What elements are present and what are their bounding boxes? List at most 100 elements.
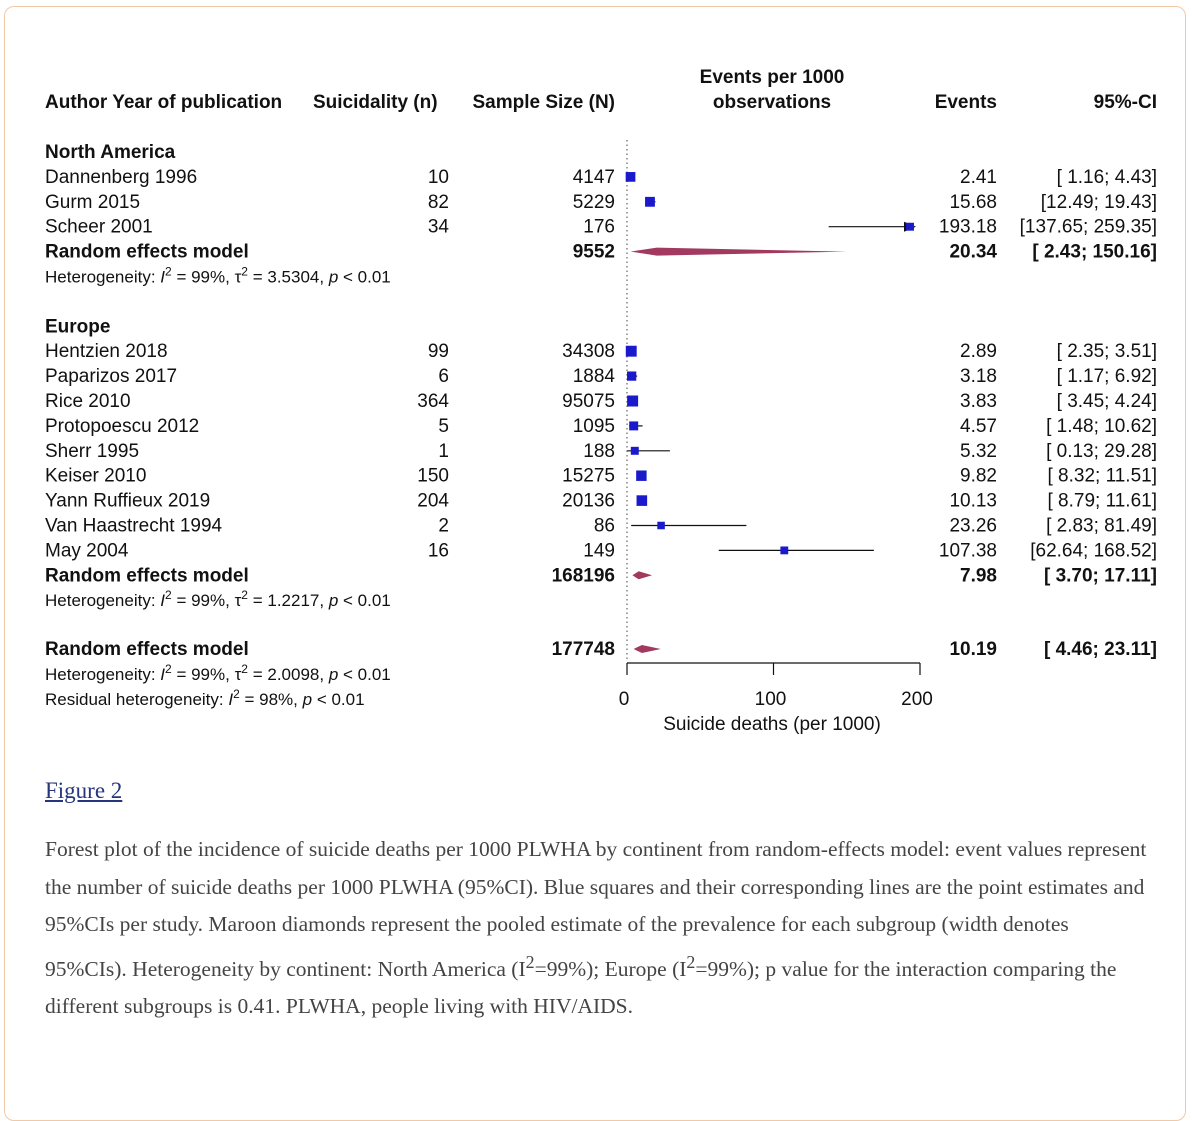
group-europe-study-9-point xyxy=(780,546,789,555)
group-north-america-study-2-ci: [12.49; 19.43] xyxy=(1041,192,1157,213)
group-europe-study-2-n: 6 xyxy=(438,366,449,387)
overall-pooled-label: Random effects model xyxy=(45,639,249,660)
group-europe-study-2-label: Paparizos 2017 xyxy=(45,366,177,387)
group-europe-study-4-point xyxy=(629,421,639,431)
group-europe-study-7-events: 10.13 xyxy=(949,491,997,512)
overall-pooled-sample-size: 177748 xyxy=(552,639,615,660)
group-north-america-heterogeneity: Heterogeneity: I2 = 99%, τ2 = 3.5304, p … xyxy=(45,265,391,287)
overall-heterogeneity: Heterogeneity: I2 = 99%, τ2 = 2.0098, p … xyxy=(45,662,391,684)
group-europe-study-1-ci: [ 2.35; 3.51] xyxy=(1057,341,1157,362)
group-north-america-pooled-ci: [ 2.43; 150.16] xyxy=(1032,242,1157,263)
group-europe-study-5-point xyxy=(630,446,639,455)
group-europe-study-2-point xyxy=(627,371,637,381)
group-north-america-study-2-events: 15.68 xyxy=(949,192,997,213)
header-sample-size: Sample Size (N) xyxy=(472,92,615,113)
group-europe-study-8-sample-size: 86 xyxy=(594,516,615,537)
group-europe-study-7-label: Yann Ruffieux 2019 xyxy=(45,491,210,512)
group-europe-study-8-ci: [ 2.83; 81.49] xyxy=(1046,516,1157,537)
figure-card xyxy=(4,6,1186,1121)
group-europe-study-1-sample-size: 34308 xyxy=(562,341,615,362)
group-north-america-study-1-sample-size: 4147 xyxy=(573,167,615,188)
group-europe-study-5-n: 1 xyxy=(438,441,449,462)
group-europe-pooled-sample-size: 168196 xyxy=(552,565,615,586)
group-north-america-pooled-events: 20.34 xyxy=(949,242,997,263)
group-europe-study-1-n: 99 xyxy=(428,341,449,362)
group-europe-study-5-label: Sherr 1995 xyxy=(45,441,139,462)
group-europe-study-3-point xyxy=(627,395,639,407)
group-europe-study-3-label: Rice 2010 xyxy=(45,391,131,412)
group-north-america-pooled-diamond xyxy=(630,247,847,256)
group-europe-study-8-events: 23.26 xyxy=(949,516,997,537)
caption-text-1: Forest plot of the incidence of suicide … xyxy=(45,837,1147,981)
group-europe-study-4-ci: [ 1.48; 10.62] xyxy=(1046,416,1157,437)
group-europe-study-5-events: 5.32 xyxy=(960,441,997,462)
group-europe-study-9-n: 16 xyxy=(428,540,449,561)
group-europe-study-6-n: 150 xyxy=(417,466,449,487)
x-axis-label: Suicide deaths (per 1000) xyxy=(663,714,881,735)
group-north-america-study-1-n: 10 xyxy=(428,167,449,188)
group-north-america-pooled-label: Random effects model xyxy=(45,242,249,263)
header-observations: observations xyxy=(713,92,831,113)
group-europe-study-9-sample-size: 149 xyxy=(583,540,615,561)
group-north-america-study-1-events: 2.41 xyxy=(960,167,997,188)
group-north-america-study-2-point xyxy=(645,196,655,207)
caption-text-3: =99%); p value for the interaction compa… xyxy=(45,956,1117,1019)
x-tick-label-200: 200 xyxy=(901,689,933,710)
group-europe-study-6-point xyxy=(636,470,647,481)
group-europe-study-6-label: Keiser 2010 xyxy=(45,466,146,487)
group-north-america-pooled-sample-size: 9552 xyxy=(573,242,615,263)
header-ci: 95%-CI xyxy=(1094,92,1157,113)
group-europe-study-1-point xyxy=(625,345,637,357)
group-europe-study-4-n: 5 xyxy=(438,416,449,437)
group-europe-study-7-sample-size: 20136 xyxy=(562,491,615,512)
overall-pooled-diamond xyxy=(633,645,661,653)
group-europe-study-8-label: Van Haastrecht 1994 xyxy=(45,516,223,537)
group-europe-study-2-sample-size: 1884 xyxy=(573,366,616,387)
group-europe-study-9-ci: [62.64; 168.52] xyxy=(1030,540,1157,561)
group-north-america-study-3-label: Scheer 2001 xyxy=(45,217,153,238)
group-europe-study-8-point xyxy=(657,521,665,530)
group-europe-study-6-events: 9.82 xyxy=(960,466,997,487)
figure-caption: Forest plot of the incidence of suicide … xyxy=(45,831,1155,1026)
group-europe-study-4-sample-size: 1095 xyxy=(573,416,615,437)
group-europe-study-7-ci: [ 8.79; 11.61] xyxy=(1047,491,1157,512)
group-europe-study-5-ci: [ 0.13; 29.28] xyxy=(1046,441,1157,462)
x-tick-label-0: 0 xyxy=(619,689,630,710)
header-events: Events xyxy=(935,92,997,113)
group-north-america-study-3-point xyxy=(906,222,914,231)
caption-superscript-1: 2 xyxy=(525,951,535,972)
residual-heterogeneity: Residual heterogeneity: I2 = 98%, p < 0.… xyxy=(45,687,365,709)
group-europe-study-6-sample-size: 15275 xyxy=(562,466,615,487)
caption-superscript-2: 2 xyxy=(686,951,696,972)
group-europe-study-2-events: 3.18 xyxy=(960,366,997,387)
overall-pooled-events: 10.19 xyxy=(949,639,997,660)
group-north-america-study-1-point xyxy=(625,172,636,182)
group-europe-heterogeneity: Heterogeneity: I2 = 99%, τ2 = 1.2217, p … xyxy=(45,588,391,610)
group-north-america-title: North America xyxy=(45,142,176,163)
group-north-america-study-2-n: 82 xyxy=(428,192,449,213)
group-north-america-study-2-label: Gurm 2015 xyxy=(45,192,140,213)
header-author: Author Year of publication xyxy=(45,92,282,113)
overall-pooled-ci: [ 4.46; 23.11] xyxy=(1044,639,1157,660)
group-north-america-study-3-ci: [137.65; 259.35] xyxy=(1020,217,1157,238)
group-europe-study-6-ci: [ 8.32; 11.51] xyxy=(1047,466,1157,487)
group-north-america-study-3-events: 193.18 xyxy=(939,217,997,238)
group-europe-study-8-n: 2 xyxy=(438,516,449,537)
header-suicidality: Suicidality (n) xyxy=(313,92,438,113)
group-europe-pooled-ci: [ 3.70; 17.11] xyxy=(1044,565,1157,586)
group-north-america-study-1-label: Dannenberg 1996 xyxy=(45,167,197,188)
group-europe-study-4-label: Protopoescu 2012 xyxy=(45,416,199,437)
group-europe-study-4-events: 4.57 xyxy=(960,416,997,437)
group-north-america-study-2-sample-size: 5229 xyxy=(573,192,615,213)
group-europe-study-7-point xyxy=(636,495,648,506)
group-north-america-study-1-ci: [ 1.16; 4.43] xyxy=(1057,167,1157,188)
group-europe-study-5-sample-size: 188 xyxy=(583,441,615,462)
group-north-america-study-3-sample-size: 176 xyxy=(583,217,615,238)
group-north-america-study-3-n: 34 xyxy=(428,217,450,238)
group-europe-pooled-label: Random effects model xyxy=(45,565,249,586)
group-europe-study-3-sample-size: 95075 xyxy=(562,391,615,412)
figure-link[interactable]: Figure 2 xyxy=(45,778,123,803)
group-europe-study-7-n: 204 xyxy=(417,491,449,512)
header-events-per-1000: Events per 1000 xyxy=(700,67,845,88)
group-europe-study-1-events: 2.89 xyxy=(960,341,997,362)
